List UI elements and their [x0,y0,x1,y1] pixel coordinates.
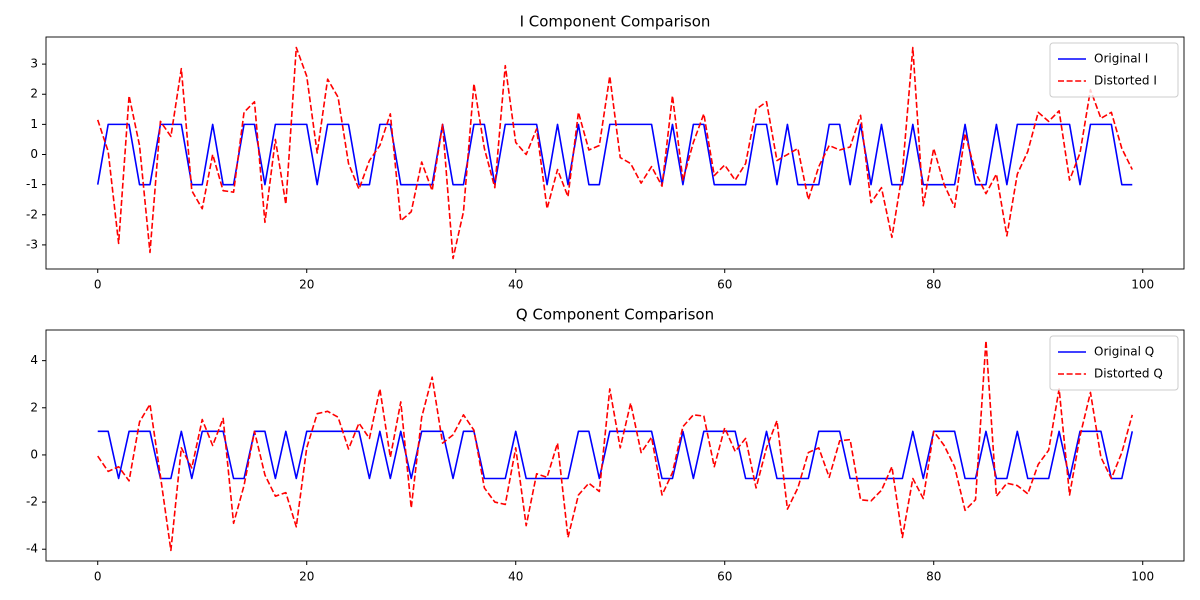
legend-box [1049,42,1179,98]
legend: Original Q Distorted Q [1049,335,1179,391]
plot-frame [45,36,1185,270]
chart-title: Q Component Comparison [516,306,714,324]
series-line [96,123,1133,186]
x-tick-label: 100 [1131,570,1154,584]
x-tick-label: 60 [717,278,732,292]
y-tick-label: 3 [30,57,38,71]
series-line [96,46,1133,260]
y-tick-label: 2 [30,400,38,414]
y-tick-label: 2 [30,87,38,101]
y-tick-label: -2 [26,207,38,221]
series-line [97,339,1134,552]
x-tick-label: 80 [926,570,941,584]
x-tick-label: 100 [1131,278,1154,292]
x-tick-label: 0 [94,570,102,584]
y-tick-label: -2 [26,495,38,509]
y-tick-label: 0 [30,447,38,461]
x-tick-label: 40 [508,278,523,292]
x-tick-label: 80 [926,278,941,292]
y-tick-label: 4 [30,353,38,367]
legend-label: Original I [1094,52,1148,66]
y-tick-label: 0 [30,147,38,161]
y-tick-label: -1 [26,177,38,191]
x-tick-label: 60 [717,570,732,584]
y-tick-label: -4 [26,542,38,556]
legend-label: Distorted I [1094,74,1157,88]
legend-label: Original Q [1094,345,1154,359]
x-tick-label: 40 [508,570,523,584]
y-tick-label: -3 [26,237,38,251]
x-tick-label: 20 [299,570,314,584]
plot-frame [45,329,1185,562]
y-tick-label: 1 [30,117,38,131]
legend-box [1049,335,1179,391]
legend: Original I Distorted I [1049,42,1179,98]
legend-label: Distorted Q [1094,367,1163,381]
x-tick-label: 20 [299,278,314,292]
chart-title: I Component Comparison [520,13,711,31]
series-line [97,430,1134,480]
x-tick-label: 0 [94,278,102,292]
